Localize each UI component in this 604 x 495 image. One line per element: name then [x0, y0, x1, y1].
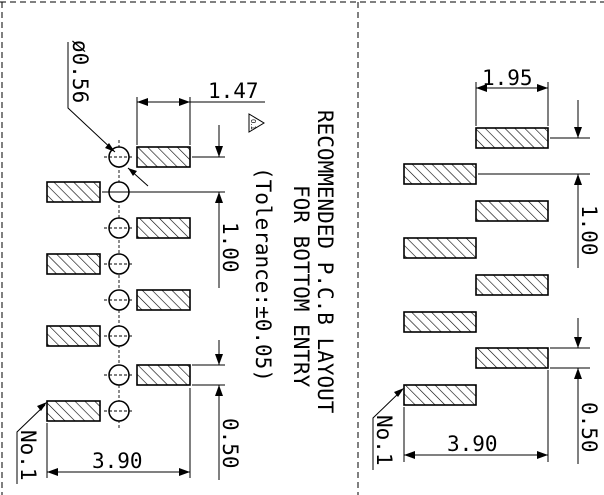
layout-title: RECOMMENDED P.C.B LAYOUT FOR BOTTOM ENTR…	[251, 110, 337, 414]
right-pad-height-label: 0.50	[577, 402, 601, 453]
pad	[403, 163, 477, 185]
pitch-label: 1.00	[218, 222, 242, 273]
hole-diameter-label: ø0.56	[68, 40, 92, 103]
pad	[46, 181, 101, 203]
pad	[46, 253, 101, 275]
pad	[136, 289, 191, 311]
right-panel: 1.95 1.00 0.50	[372, 66, 601, 470]
right-pitch-dimension: 1.00	[478, 100, 601, 268]
right-pad-width-dimension: 1.95	[475, 66, 549, 126]
title-line2: FOR BOTTOM ENTRY	[289, 185, 313, 388]
pad-width-label: 1.47	[208, 79, 259, 103]
pad	[475, 200, 549, 222]
pin1-label-group: No.1	[16, 402, 47, 484]
tolerance-triangle-text: 0.1	[249, 119, 257, 130]
pad-width-dimension: 1.47	[136, 79, 265, 145]
left-panel: ø0.56 1.47 0.1 1.00	[16, 40, 337, 484]
pad	[475, 127, 549, 149]
pad	[403, 384, 477, 406]
pad	[136, 146, 191, 168]
pad	[136, 217, 191, 239]
pin1-label: No.1	[16, 430, 40, 481]
right-pin1-label-group: No.1	[372, 388, 404, 470]
pad	[46, 400, 101, 422]
left-pads	[46, 146, 191, 422]
right-row-spacing-label: 3.90	[447, 432, 498, 456]
right-pad-width-label: 1.95	[482, 66, 533, 90]
pad-height-dimension: 0.50	[192, 340, 242, 480]
title-line3: (Tolerance:±0.05)	[251, 167, 275, 382]
row-spacing-dimension: 3.90	[46, 388, 191, 478]
pad-height-label: 0.50	[218, 418, 242, 469]
pad	[475, 347, 549, 369]
pad	[403, 237, 477, 259]
right-pitch-label: 1.00	[577, 205, 601, 256]
left-holes	[104, 146, 134, 422]
pad	[136, 364, 191, 386]
right-pads	[403, 127, 549, 406]
pad	[46, 325, 101, 347]
title-line1: RECOMMENDED P.C.B LAYOUT	[313, 110, 337, 414]
tolerance-triangle: 0.1	[248, 113, 265, 133]
pad	[403, 311, 477, 333]
right-pad-height-dimension: 0.50	[550, 318, 601, 464]
hole-diameter-callout: ø0.56	[67, 40, 149, 187]
pad	[475, 274, 549, 296]
right-row-spacing-dimension: 3.90	[403, 370, 549, 462]
pitch-dimension: 1.00	[102, 125, 242, 288]
right-pin1-label: No.1	[372, 415, 396, 466]
row-spacing-label: 3.90	[92, 449, 143, 473]
